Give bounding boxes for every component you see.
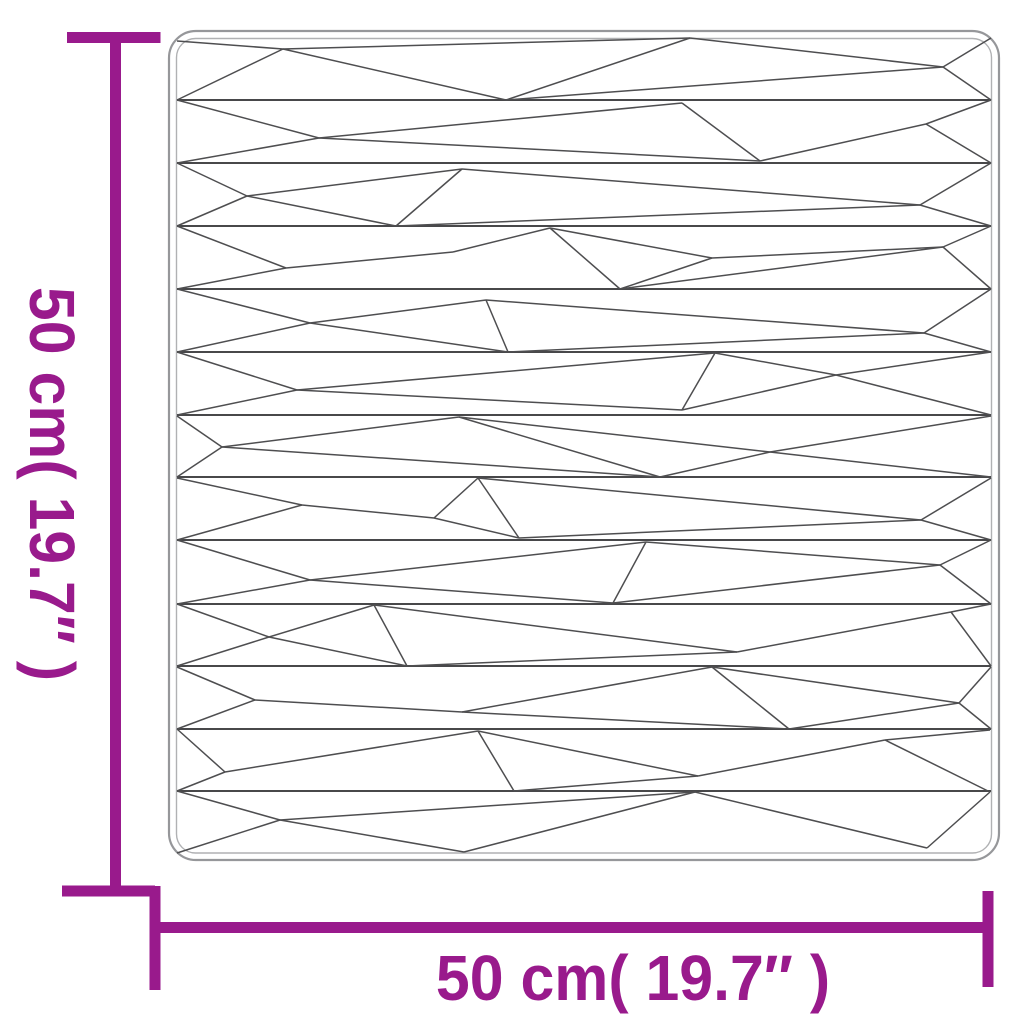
panel-outline: [167, 29, 1001, 862]
panel-pattern: [176, 37, 992, 854]
vertical-dimension-label: 50 cm( 19.7″ ): [16, 286, 88, 682]
horizontal-dimension-line: [149, 886, 994, 990]
horizontal-dimension-label: 50 cm( 19.7″ ): [435, 942, 831, 1014]
vertical-dimension-line: [62, 32, 161, 897]
